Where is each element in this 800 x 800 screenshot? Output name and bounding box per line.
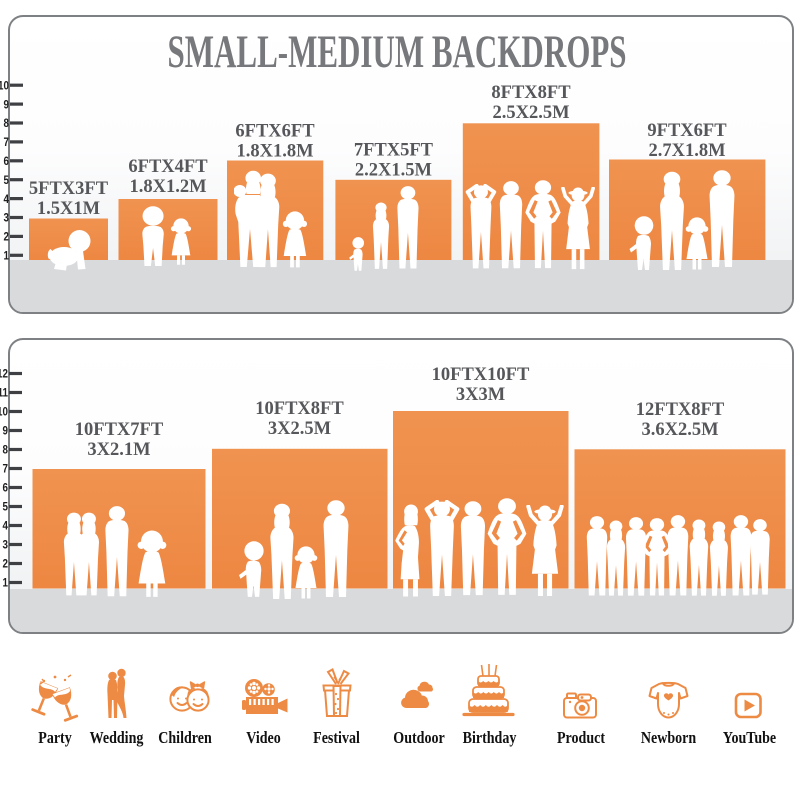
svg-text:9: 9 bbox=[4, 98, 9, 111]
svg-text:1.8X1.8M: 1.8X1.8M bbox=[236, 142, 313, 162]
svg-text:8FTX8FT: 8FTX8FT bbox=[491, 83, 571, 103]
svg-text:SMALL-MEDIUM BACKDROPS: SMALL-MEDIUM BACKDROPS bbox=[167, 26, 626, 78]
svg-text:9FTX6FT: 9FTX6FT bbox=[647, 121, 727, 141]
svg-text:1.8X1.2M: 1.8X1.2M bbox=[129, 177, 206, 197]
svg-text:4: 4 bbox=[3, 520, 9, 533]
svg-text:Festival: Festival bbox=[313, 729, 360, 747]
svg-text:7: 7 bbox=[3, 463, 8, 476]
svg-text:YouTube: YouTube bbox=[723, 729, 776, 747]
svg-text:4: 4 bbox=[4, 193, 10, 206]
svg-text:2.2X1.5M: 2.2X1.5M bbox=[355, 161, 432, 181]
svg-text:Children: Children bbox=[158, 729, 212, 747]
svg-text:2.7X1.8M: 2.7X1.8M bbox=[648, 141, 725, 161]
svg-text:8: 8 bbox=[3, 444, 8, 457]
svg-text:Outdoor: Outdoor bbox=[393, 729, 445, 747]
svg-text:2.5X2.5M: 2.5X2.5M bbox=[492, 103, 569, 123]
svg-text:5FTX3FT: 5FTX3FT bbox=[29, 179, 109, 199]
svg-text:3: 3 bbox=[3, 539, 8, 552]
svg-text:3.6X2.5M: 3.6X2.5M bbox=[641, 420, 718, 440]
svg-text:7FTX5FT: 7FTX5FT bbox=[354, 141, 434, 161]
svg-text:10: 10 bbox=[0, 80, 9, 93]
svg-text:3: 3 bbox=[4, 212, 9, 225]
svg-text:Newborn: Newborn bbox=[641, 729, 697, 747]
svg-text:6FTX4FT: 6FTX4FT bbox=[128, 157, 208, 177]
svg-text:1: 1 bbox=[4, 250, 9, 263]
svg-text:2: 2 bbox=[4, 231, 9, 244]
svg-text:3X2.5M: 3X2.5M bbox=[268, 419, 331, 439]
svg-text:5: 5 bbox=[4, 174, 9, 187]
svg-text:9: 9 bbox=[3, 425, 8, 438]
svg-text:Birthday: Birthday bbox=[463, 729, 517, 747]
svg-text:Video: Video bbox=[246, 729, 281, 747]
svg-text:6: 6 bbox=[4, 155, 9, 168]
svg-text:Party: Party bbox=[38, 729, 72, 747]
svg-text:7: 7 bbox=[4, 136, 9, 149]
svg-text:11: 11 bbox=[0, 387, 8, 400]
svg-text:3X2.1M: 3X2.1M bbox=[87, 440, 150, 460]
svg-text:1.5X1M: 1.5X1M bbox=[37, 199, 100, 219]
svg-text:6: 6 bbox=[3, 482, 8, 495]
svg-text:10FTX7FT: 10FTX7FT bbox=[75, 420, 164, 440]
svg-text:6FTX6FT: 6FTX6FT bbox=[235, 122, 315, 142]
svg-text:10: 10 bbox=[0, 406, 8, 419]
svg-text:Wedding: Wedding bbox=[90, 729, 144, 747]
svg-text:8: 8 bbox=[4, 117, 9, 130]
svg-text:10FTX10FT: 10FTX10FT bbox=[432, 365, 530, 385]
svg-text:10FTX8FT: 10FTX8FT bbox=[255, 399, 344, 419]
svg-text:5: 5 bbox=[3, 501, 8, 514]
svg-text:1: 1 bbox=[3, 577, 8, 590]
svg-text:12FTX8FT: 12FTX8FT bbox=[636, 400, 725, 420]
svg-text:Product: Product bbox=[557, 729, 606, 747]
svg-text:12: 12 bbox=[0, 368, 8, 381]
svg-text:3X3M: 3X3M bbox=[456, 385, 505, 405]
svg-text:2: 2 bbox=[3, 558, 8, 571]
